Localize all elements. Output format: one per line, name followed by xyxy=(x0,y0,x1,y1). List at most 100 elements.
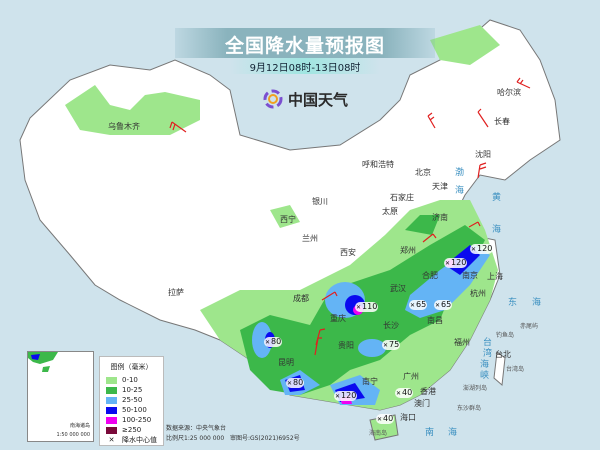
approval-number: 审图号:GS(2021)6952号 xyxy=(229,435,300,442)
legend-item: ✕ 降水中心值 xyxy=(106,435,163,445)
city-label: 南昌 xyxy=(427,316,443,325)
wind-barb-icon xyxy=(427,112,436,129)
wind-barb-icon xyxy=(169,121,187,133)
city-label: 武汉 xyxy=(390,284,406,293)
wind-barb-icon xyxy=(314,337,322,356)
city-label: 长沙 xyxy=(383,321,399,330)
rain-center-x-icon: ✕ xyxy=(108,436,115,444)
city-label: 福州 xyxy=(454,338,470,347)
city-label: 香港 xyxy=(420,387,436,396)
city-label: 成都 xyxy=(293,294,309,303)
island-label: 澎湖列岛 xyxy=(463,385,488,392)
city-label: 北京 xyxy=(415,168,431,177)
legend-item: ≥250 xyxy=(106,425,163,435)
sea-label: 东 xyxy=(508,298,518,308)
city-label: 沈阳 xyxy=(475,150,491,159)
city-label: 台北 xyxy=(495,350,511,359)
sea-label: 黄 xyxy=(492,193,502,203)
title-banner: 全国降水量预报图 xyxy=(175,28,435,58)
legend-item: 25-50 xyxy=(106,395,163,405)
wind-barb-icon xyxy=(477,108,489,128)
rain-center-value: 65 xyxy=(434,300,453,310)
city-label: 杭州 xyxy=(470,289,486,298)
city-label: 贵阳 xyxy=(338,341,354,350)
island-label: 台湾岛 xyxy=(506,366,525,373)
sea-label: 湾 xyxy=(483,349,493,359)
sea-label: 海 xyxy=(448,428,458,438)
wind-barb-icon xyxy=(422,233,437,243)
city-label: 乌鲁木齐 xyxy=(108,122,140,131)
city-label: 拉萨 xyxy=(168,288,184,297)
city-label: 南宁 xyxy=(362,377,378,386)
legend-label: 0-10 xyxy=(122,376,138,384)
map-title: 全国降水量预报图 xyxy=(224,35,385,57)
sea-label: 海 xyxy=(532,298,542,308)
sea-label: 海 xyxy=(492,225,502,235)
city-label: 石家庄 xyxy=(390,193,414,202)
city-label: 昆明 xyxy=(278,358,294,367)
logo-swirl-icon xyxy=(263,89,283,109)
city-label: 呼和浩特 xyxy=(362,160,394,169)
city-label: 银川 xyxy=(312,197,328,206)
sea-label: 台 xyxy=(483,338,493,348)
legend-swatch xyxy=(106,396,117,404)
city-label: 广州 xyxy=(403,372,419,381)
rain-center-value: 75 xyxy=(382,340,401,350)
legend-label: 100-250 xyxy=(122,416,152,424)
rain-center-value: 120 xyxy=(470,244,494,254)
city-label: 哈尔滨 xyxy=(497,88,521,97)
subtitle-banner: 9月12日08时-13日08时 xyxy=(230,58,380,74)
island-label: 海南岛 xyxy=(369,430,388,437)
rain-10-25-north xyxy=(405,215,440,235)
rain-center-value: 40 xyxy=(376,414,395,424)
rain-25-50-c xyxy=(358,339,386,357)
rain-center-value: 40 xyxy=(395,388,414,398)
legend: 图例（毫米） 0-10 10-25 25-50 50-100 100-250 ≥… xyxy=(99,356,164,446)
source-info: 数据来源：中央气象台 比例尺1:25 000 000 审图号:GS(2021)6… xyxy=(166,424,300,444)
legend-item: 10-25 xyxy=(106,385,163,395)
island-label: 钓鱼岛 xyxy=(496,332,515,339)
city-label: 海口 xyxy=(400,413,416,422)
sea-label: 渤 xyxy=(455,168,465,178)
map-scale: 比例尺1:25 000 000 xyxy=(166,435,225,442)
wind-barb-icon xyxy=(516,77,531,89)
city-label: 太原 xyxy=(382,207,398,216)
data-source: 数据来源：中央气象台 xyxy=(166,425,227,432)
legend-item: 0-10 xyxy=(106,375,163,385)
legend-swatch xyxy=(106,426,117,434)
city-label: 西安 xyxy=(340,248,356,257)
source-line-2: 比例尺1:25 000 000 审图号:GS(2021)6952号 xyxy=(166,434,300,444)
rain-center-value: 120 xyxy=(334,391,358,401)
wind-barb-icon xyxy=(477,162,487,179)
island-label: 赤尾屿 xyxy=(520,323,539,330)
rain-center-value: 80 xyxy=(264,337,283,347)
rain-center-value: 65 xyxy=(409,300,428,310)
city-label: 澳门 xyxy=(414,399,430,408)
rain-0-10-xining xyxy=(270,205,300,228)
legend-label: 10-25 xyxy=(122,386,143,394)
logo-text: 中国天气 xyxy=(288,90,349,109)
inset-title: 南海诸岛 xyxy=(69,423,90,429)
legend-label: 25-50 xyxy=(122,396,143,404)
rain-25-50-d xyxy=(252,322,272,358)
wind-barb-icon xyxy=(468,221,481,228)
legend-swatch xyxy=(106,416,117,424)
forecast-period: 9月12日08时-13日08时 xyxy=(249,63,361,74)
sea-label: 南 xyxy=(425,428,435,438)
taiwan-island xyxy=(493,351,506,387)
city-label: 济南 xyxy=(432,213,448,222)
legend-label: 降水中心值 xyxy=(122,436,157,444)
city-label: 长春 xyxy=(494,117,510,126)
legend-title: 图例（毫米） xyxy=(110,363,153,371)
wind-barbs xyxy=(169,77,531,356)
south-china-sea-inset: 南海诸岛 1:50 000 000 xyxy=(27,351,94,442)
legend-item: 100-250 xyxy=(106,415,163,425)
wind-barb-icon xyxy=(321,291,338,301)
weather-china-logo: 中国天气 xyxy=(262,88,348,110)
legend-label: ≥250 xyxy=(122,426,142,434)
rain-center-value: 80 xyxy=(286,378,305,388)
rain-center-value: 110 xyxy=(355,302,379,312)
rain-0-10-xinjiang xyxy=(65,85,200,135)
sea-label: 海 xyxy=(455,186,465,196)
inset-scale: 1:50 000 000 xyxy=(56,432,91,438)
